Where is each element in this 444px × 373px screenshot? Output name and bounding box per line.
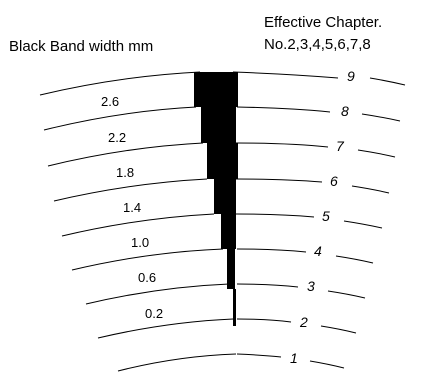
arc-left-6 — [53, 178, 208, 202]
arc-right-7-a — [235, 142, 329, 148]
arc-right-1-a — [236, 353, 282, 358]
arc-right-1-b — [309, 360, 345, 369]
width-label-0-2: 0.2 — [145, 306, 163, 321]
arc-right-3-b — [327, 290, 366, 299]
arc-right-8-a — [236, 106, 331, 113]
arc-left-4 — [71, 248, 224, 271]
arc-right-3-a — [236, 283, 299, 288]
chapter-number-3: 3 — [307, 278, 315, 294]
chapter-number-4: 4 — [314, 243, 322, 259]
chapter-number-1: 1 — [290, 350, 298, 366]
arc-right-9-a — [232, 71, 339, 79]
chapter-number-9: 9 — [347, 68, 355, 84]
arc-left-7 — [47, 142, 204, 167]
black-band-wedge — [194, 72, 238, 326]
arc-lines-right — [232, 71, 406, 369]
chapter-number-7: 7 — [336, 138, 345, 154]
width-label-2-6: 2.6 — [101, 94, 119, 109]
arc-right-6-b — [351, 185, 390, 194]
width-labels: 2.6 2.2 1.8 1.4 1.0 0.6 0.2 — [101, 94, 163, 321]
arc-left-9 — [39, 71, 201, 96]
arc-right-5-a — [235, 213, 315, 218]
arc-right-2-b — [320, 325, 357, 334]
width-label-1-4: 1.4 — [123, 200, 141, 215]
arc-right-6-a — [235, 178, 323, 183]
arc-right-8-b — [361, 113, 401, 122]
width-label-1-0: 1.0 — [131, 235, 149, 250]
arc-right-9-b — [369, 77, 406, 86]
chapter-numbers: 9 8 7 6 5 4 3 2 1 — [290, 68, 355, 366]
arc-left-3 — [85, 283, 230, 305]
arc-right-4-a — [236, 248, 307, 253]
arc-left-2 — [97, 318, 234, 339]
width-label-1-8: 1.8 — [116, 165, 134, 180]
arc-lines-left — [39, 71, 237, 372]
width-label-0-6: 0.6 — [138, 270, 156, 285]
chapter-number-6: 6 — [330, 173, 338, 189]
chapter-number-5: 5 — [322, 208, 330, 224]
chapter-number-2: 2 — [299, 314, 308, 330]
arc-left-1 — [117, 353, 237, 372]
arc-right-2-a — [236, 318, 292, 323]
effective-chapter-title: Effective Chapter. — [264, 14, 383, 31]
chapter-number-8: 8 — [341, 103, 349, 119]
arc-left-8 — [43, 106, 197, 131]
arc-right-5-b — [343, 220, 383, 229]
arc-right-7-b — [357, 149, 396, 158]
effective-chapter-numbers: No.2,3,4,5,6,7,8 — [264, 36, 371, 53]
width-label-2-2: 2.2 — [108, 130, 126, 145]
arc-left-5 — [61, 213, 215, 237]
black-band-width-title: Black Band width mm — [9, 38, 154, 55]
arc-right-4-b — [335, 255, 374, 264]
